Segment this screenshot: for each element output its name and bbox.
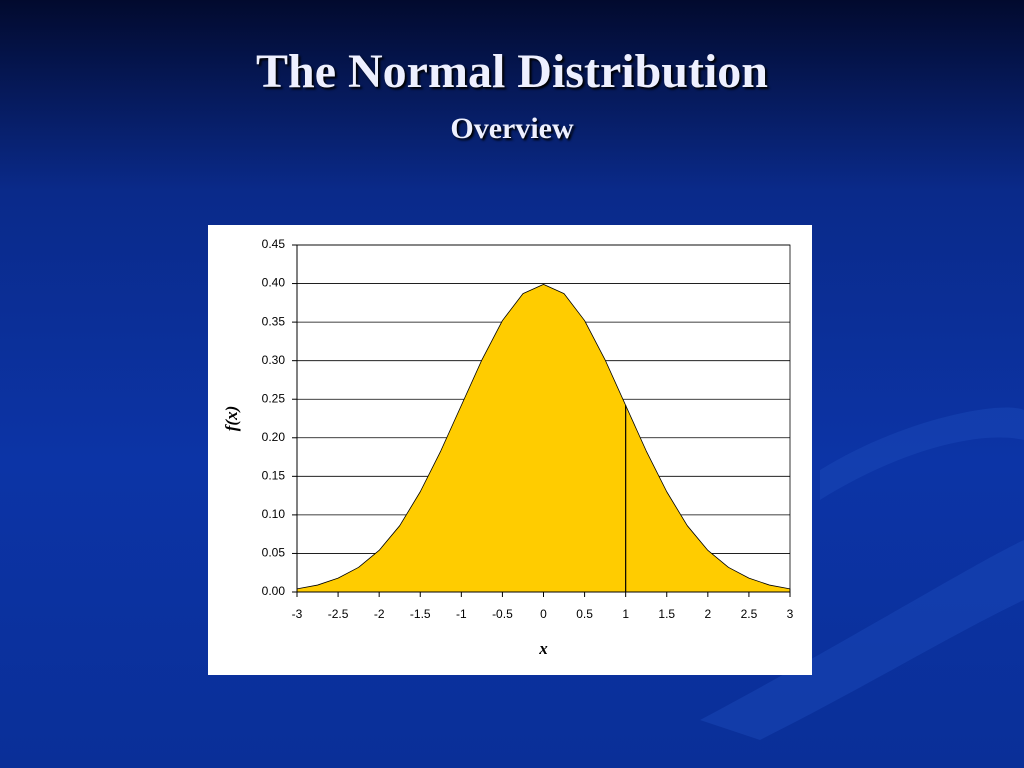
slide-title: The Normal Distribution [255, 45, 768, 98]
x-tick-label: 0 [540, 607, 547, 621]
area [296, 283, 791, 593]
y-axis-label: f(x) [222, 406, 241, 431]
chart: 0.00 0.05 0.10 0.15 0.20 0.25 0.30 0.35 0.40 0.45… [208, 225, 812, 675]
y-tick-label: 0.15 [262, 469, 286, 483]
y-tick-label: 0.25 [262, 391, 286, 405]
plot-frame [296, 244, 791, 593]
x-tick-label: 2.5 [741, 607, 758, 621]
y-tick-label: 0.45 [262, 237, 286, 251]
x-tick-label: 2 [704, 607, 711, 621]
x-tick-label: 3 [787, 607, 794, 621]
x-tick-label: -0.5 [492, 607, 513, 621]
x-tick-label: -1 [456, 607, 467, 621]
y-tick-label: 0.00 [262, 584, 286, 598]
x-tick-label: 0.5 [576, 607, 593, 621]
y-tick-label: 0.35 [262, 314, 286, 328]
x-axis-label: x [538, 639, 548, 658]
x-tick-label: -3 [292, 607, 303, 621]
x-tick-label: 1.5 [658, 607, 675, 621]
x-tick-label: -2 [374, 607, 385, 621]
x-tick-label: -2.5 [328, 607, 349, 621]
x-tick-label: 1 [622, 607, 629, 621]
slide-subtitle: Overview [450, 112, 574, 145]
y-tick-label: 0.20 [262, 430, 286, 444]
y-tick-label: 0.30 [262, 353, 286, 367]
y-tick-label: 0.40 [262, 276, 286, 290]
x-tick-label: -1.5 [410, 607, 431, 621]
y-tick-label: 0.05 [262, 546, 286, 560]
y-tick-label: 0.10 [262, 507, 286, 521]
